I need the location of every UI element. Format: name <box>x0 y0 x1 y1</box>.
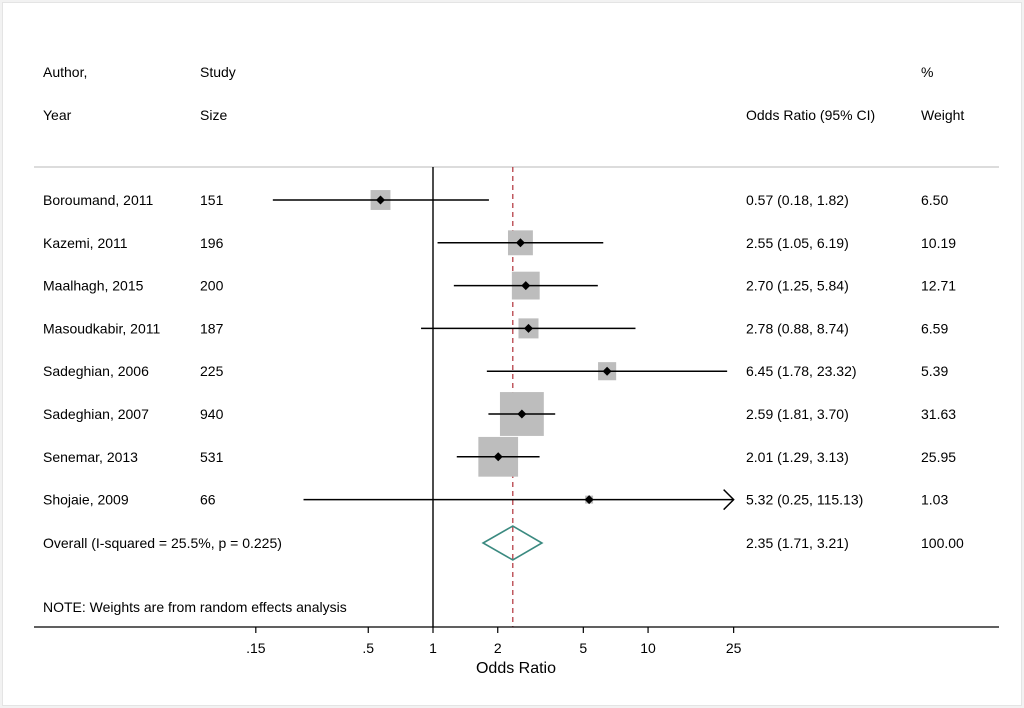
study-label: Kazemi, 2011 <box>43 235 128 251</box>
odds-ratio-ci: 6.45 (1.78, 23.32) <box>746 363 857 379</box>
x-tick-label: 1 <box>429 640 437 656</box>
study-size: 200 <box>200 278 224 294</box>
odds-ratio-ci: 2.01 (1.29, 3.13) <box>746 449 849 465</box>
weight-percent: 1.03 <box>921 492 948 508</box>
point-estimate <box>515 238 525 248</box>
point-estimate <box>602 366 612 376</box>
author-header-line1: Author, <box>43 64 87 80</box>
odds-ratio-ci: 2.70 (1.25, 5.84) <box>746 278 849 294</box>
overall-odds-ratio-ci: 2.35 (1.71, 3.21) <box>746 535 849 551</box>
point-estimate <box>493 452 503 462</box>
point-estimate <box>523 323 533 333</box>
odds-ratio-ci: 0.57 (0.18, 1.82) <box>746 192 849 208</box>
point-estimate <box>517 409 527 419</box>
study-size-header-line1: Study <box>200 64 236 80</box>
ci-truncation-arrow <box>723 489 735 511</box>
study-label: Masoudkabir, 2011 <box>43 320 160 336</box>
x-tick-label: 25 <box>726 640 742 656</box>
study-size: 196 <box>200 235 224 251</box>
weight-percent: 6.59 <box>921 320 948 336</box>
odds-ratio-ci-header: Odds Ratio (95% CI) <box>746 107 875 123</box>
weight-header-line1: % <box>921 64 933 80</box>
study-label: Maalhagh, 2015 <box>43 278 144 294</box>
odds-ratio-ci: 5.32 (0.25, 115.13) <box>746 492 863 508</box>
study-size: 66 <box>200 492 216 508</box>
study-label: Shojaie, 2009 <box>43 492 129 508</box>
study-size: 940 <box>200 406 224 422</box>
study-size: 531 <box>200 449 224 465</box>
study-size: 151 <box>200 192 224 208</box>
overall-diamond <box>481 525 544 561</box>
weight-percent: 10.19 <box>921 235 956 251</box>
weight-percent: 25.95 <box>921 449 956 465</box>
x-tick-label: .15 <box>246 640 266 656</box>
x-tick-label: .5 <box>362 640 374 656</box>
study-label: Sadeghian, 2007 <box>43 406 149 422</box>
study-size: 225 <box>200 363 224 379</box>
x-tick-label: 2 <box>494 640 502 656</box>
study-label: Senemar, 2013 <box>43 449 138 465</box>
weights-note: NOTE: Weights are from random effects an… <box>43 599 347 615</box>
point-estimate <box>375 195 385 205</box>
odds-ratio-ci: 2.78 (0.88, 8.74) <box>746 320 849 336</box>
point-estimate <box>521 281 531 291</box>
study-size-header-line2: Size <box>200 107 227 123</box>
odds-ratio-ci: 2.55 (1.05, 6.19) <box>746 235 849 251</box>
overall-weight: 100.00 <box>921 535 964 551</box>
x-tick-label: 5 <box>579 640 587 656</box>
x-tick-label: 10 <box>640 640 656 656</box>
overall-label: Overall (I-squared = 25.5%, p = 0.225) <box>43 535 282 551</box>
column-headers: Author, Year Study Size Odds Ratio (95% … <box>43 64 964 123</box>
weight-percent: 6.50 <box>921 192 948 208</box>
author-header-line2: Year <box>43 107 72 123</box>
study-label: Sadeghian, 2006 <box>43 363 149 379</box>
study-size: 187 <box>200 320 224 336</box>
weight-percent: 5.39 <box>921 363 948 379</box>
forest-plot: Author, Year Study Size Odds Ratio (95% … <box>34 64 999 677</box>
study-label: Boroumand, 2011 <box>43 192 153 208</box>
plot-marks <box>272 167 735 627</box>
weight-percent: 12.71 <box>921 278 956 294</box>
weight-percent: 31.63 <box>921 406 956 422</box>
x-axis-label: Odds Ratio <box>476 660 556 677</box>
weight-header-line2: Weight <box>921 107 964 123</box>
point-estimate <box>584 495 594 505</box>
odds-ratio-ci: 2.59 (1.81, 3.70) <box>746 406 849 422</box>
